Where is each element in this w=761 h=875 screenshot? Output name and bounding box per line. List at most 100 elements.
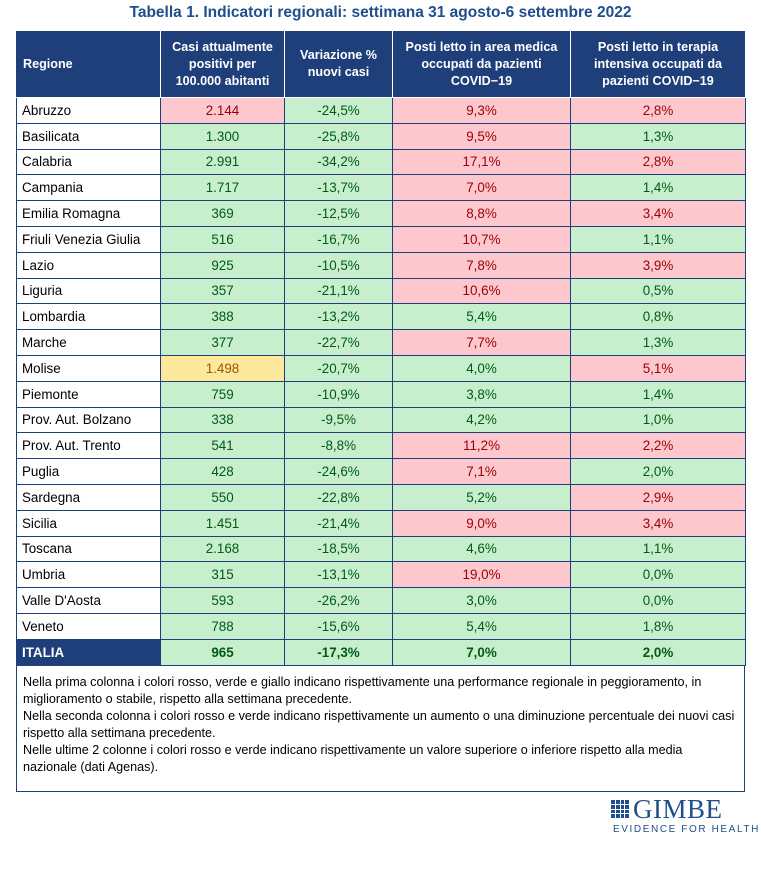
cell-variazione: -16,7% [284, 225, 393, 253]
cell-casi: 2.168 [160, 535, 285, 563]
table-row: Prov. Aut. Bolzano 338 -9,5% 4,2% 1,0% [16, 406, 746, 434]
cell-regione: Calabria [16, 148, 161, 176]
cell-casi: 428 [160, 458, 285, 485]
cell-variazione: -9,5% [284, 406, 393, 434]
header-variazione: Variazione % nuovi casi [284, 30, 393, 98]
cell-variazione: -10,9% [284, 380, 393, 408]
cell-terapia-intensiva: 1,3% [570, 122, 746, 150]
cell-regione: Lombardia [16, 303, 161, 331]
total-regione: ITALIA [16, 638, 161, 666]
cell-terapia-intensiva: 1,8% [570, 612, 746, 640]
cell-area-medica: 7,0% [392, 174, 571, 202]
cell-area-medica: 5,2% [392, 483, 571, 511]
regional-indicators-table: Regione Casi attualmente positivi per 10… [16, 30, 746, 666]
cell-regione: Puglia [16, 458, 161, 485]
cell-regione: Sardegna [16, 483, 161, 511]
table-row: Calabria 2.991 -34,2% 17,1% 2,8% [16, 148, 746, 176]
cell-terapia-intensiva: 3,4% [570, 200, 746, 227]
cell-casi: 541 [160, 432, 285, 460]
cell-regione: Prov. Aut. Trento [16, 432, 161, 460]
cell-terapia-intensiva: 1,1% [570, 535, 746, 563]
header-casi: Casi attualmente positivi per 100.000 ab… [160, 30, 285, 98]
cell-terapia-intensiva: 2,8% [570, 97, 746, 124]
table-row: Abruzzo 2.144 -24,5% 9,3% 2,8% [16, 97, 746, 124]
cell-terapia-intensiva: 2,0% [570, 458, 746, 485]
cell-area-medica: 8,8% [392, 200, 571, 227]
table-row: Liguria 357 -21,1% 10,6% 0,5% [16, 277, 746, 305]
cell-area-medica: 9,0% [392, 509, 571, 537]
total-cell-variazione: -17,3% [284, 638, 393, 666]
cell-regione: Piemonte [16, 380, 161, 408]
cell-regione: Emilia Romagna [16, 200, 161, 227]
cell-area-medica: 10,6% [392, 277, 571, 305]
note-2: Nella seconda colonna i colori rosso e v… [23, 709, 735, 740]
cell-regione: Prov. Aut. Bolzano [16, 406, 161, 434]
table-row: Sardegna 550 -22,8% 5,2% 2,9% [16, 483, 746, 511]
header-regione: Regione [16, 30, 161, 98]
grid-logo-icon [611, 800, 629, 818]
cell-terapia-intensiva: 1,3% [570, 329, 746, 356]
table-body: Abruzzo 2.144 -24,5% 9,3% 2,8% Basilicata 1.30… [16, 97, 746, 666]
cell-area-medica: 4,0% [392, 354, 571, 382]
table-row: Lombardia 388 -13,2% 5,4% 0,8% [16, 303, 746, 331]
total-cell-area-medica: 7,0% [392, 638, 571, 666]
cell-casi: 338 [160, 406, 285, 434]
cell-terapia-intensiva: 2,9% [570, 483, 746, 511]
gimbe-logo: GIMBE EVIDENCE FOR HEALTH [611, 794, 758, 839]
cell-variazione: -13,2% [284, 303, 393, 331]
cell-area-medica: 3,8% [392, 380, 571, 408]
cell-casi: 925 [160, 251, 285, 279]
table-row: Marche 377 -22,7% 7,7% 1,3% [16, 329, 746, 356]
cell-area-medica: 19,0% [392, 561, 571, 589]
cell-terapia-intensiva: 3,4% [570, 509, 746, 537]
table-row: Piemonte 759 -10,9% 3,8% 1,4% [16, 380, 746, 408]
table-row: Campania 1.717 -13,7% 7,0% 1,4% [16, 174, 746, 202]
cell-area-medica: 10,7% [392, 225, 571, 253]
table-row: Friuli Venezia Giulia 516 -16,7% 10,7% 1,1% [16, 225, 746, 253]
cell-variazione: -18,5% [284, 535, 393, 563]
cell-terapia-intensiva: 0,5% [570, 277, 746, 305]
table-row: Molise 1.498 -20,7% 4,0% 5,1% [16, 354, 746, 382]
total-cell-casi: 965 [160, 638, 285, 666]
cell-variazione: -15,6% [284, 612, 393, 640]
cell-casi: 369 [160, 200, 285, 227]
cell-terapia-intensiva: 3,9% [570, 251, 746, 279]
table-row: Puglia 428 -24,6% 7,1% 2,0% [16, 458, 746, 485]
header-row: Regione Casi attualmente positivi per 10… [16, 30, 746, 98]
cell-variazione: -22,8% [284, 483, 393, 511]
cell-area-medica: 5,4% [392, 612, 571, 640]
cell-casi: 593 [160, 587, 285, 614]
cell-terapia-intensiva: 1,4% [570, 380, 746, 408]
cell-casi: 315 [160, 561, 285, 589]
cell-casi: 788 [160, 612, 285, 640]
cell-area-medica: 5,4% [392, 303, 571, 331]
logo-name: GIMBE [633, 794, 723, 824]
cell-casi: 2.991 [160, 148, 285, 176]
cell-variazione: -24,6% [284, 458, 393, 485]
table-row: Basilicata 1.300 -25,8% 9,5% 1,3% [16, 122, 746, 150]
header-terapia-intensiva: Posti letto in terapia intensiva occupat… [570, 30, 746, 98]
table-row: Veneto 788 -15,6% 5,4% 1,8% [16, 612, 746, 640]
cell-area-medica: 7,1% [392, 458, 571, 485]
logo-tagline: EVIDENCE FOR HEALTH [613, 824, 760, 835]
table-row: Sicilia 1.451 -21,4% 9,0% 3,4% [16, 509, 746, 537]
cell-regione: Campania [16, 174, 161, 202]
cell-casi: 1.451 [160, 509, 285, 537]
table-row: Valle D'Aosta 593 -26,2% 3,0% 0,0% [16, 587, 746, 614]
cell-terapia-intensiva: 1,4% [570, 174, 746, 202]
cell-terapia-intensiva: 1,1% [570, 225, 746, 253]
cell-casi: 357 [160, 277, 285, 305]
cell-casi: 550 [160, 483, 285, 511]
cell-casi: 516 [160, 225, 285, 253]
cell-variazione: -34,2% [284, 148, 393, 176]
cell-regione: Veneto [16, 612, 161, 640]
cell-terapia-intensiva: 0,8% [570, 303, 746, 331]
total-cell-terapia-intensiva: 2,0% [570, 638, 746, 666]
cell-variazione: -13,7% [284, 174, 393, 202]
cell-area-medica: 17,1% [392, 148, 571, 176]
total-row: ITALIA 965 -17,3% 7,0% 2,0% [16, 638, 746, 666]
note-3: Nelle ultime 2 colonne i colori rosso e … [23, 743, 683, 774]
cell-casi: 377 [160, 329, 285, 356]
cell-terapia-intensiva: 0,0% [570, 587, 746, 614]
cell-variazione: -21,1% [284, 277, 393, 305]
